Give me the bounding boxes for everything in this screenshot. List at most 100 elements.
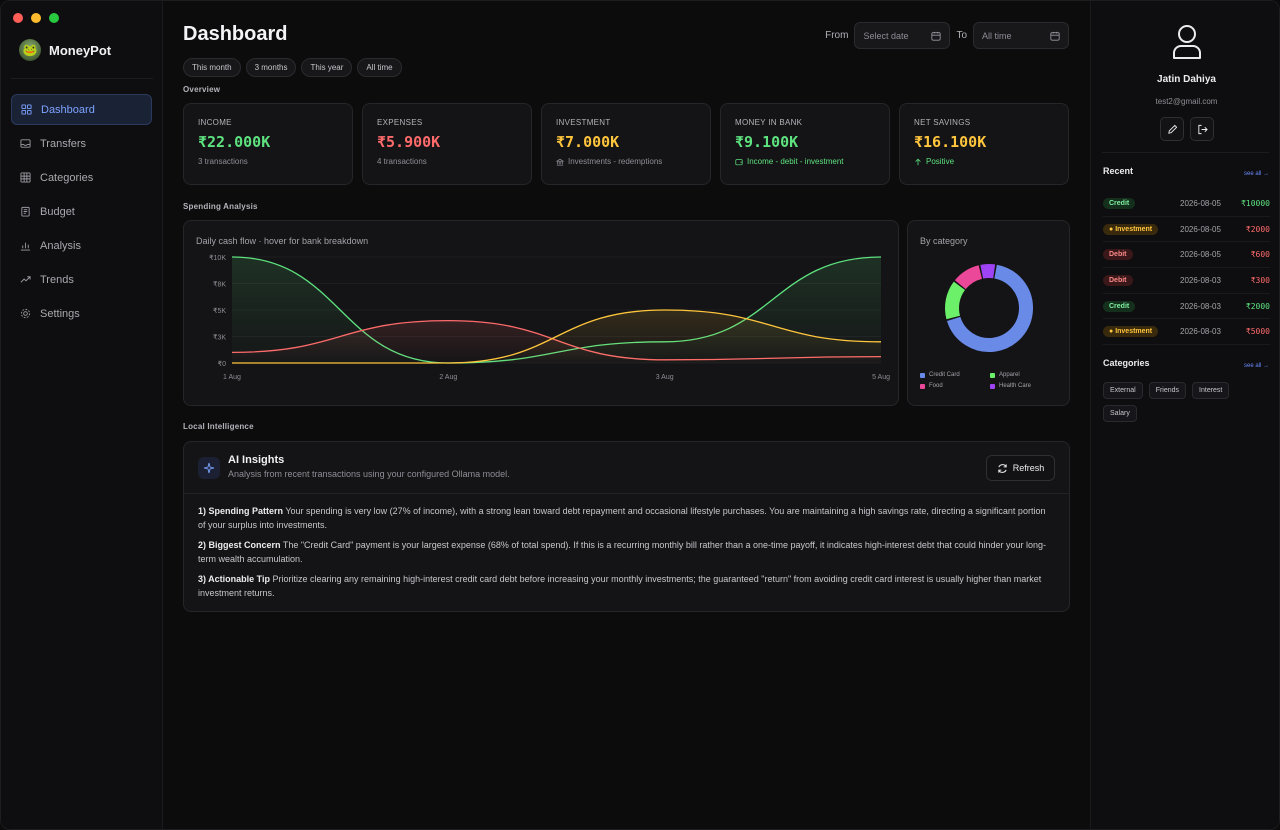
category-tag[interactable]: Friends <box>1148 382 1187 399</box>
insight-paragraph: 3) Actionable Tip Prioritize clearing an… <box>198 572 1055 600</box>
donut-chart-svg <box>945 264 1033 352</box>
sidebar-item-analysis[interactable]: Analysis <box>11 230 152 261</box>
donut-slice[interactable] <box>954 265 983 290</box>
from-label: From <box>825 30 849 41</box>
close-window-button[interactable] <box>13 13 23 23</box>
stat-value: ₹9.100K <box>735 133 799 151</box>
transaction-date: 2026-08-05 <box>1180 224 1221 234</box>
insight-text: Your spending is very low (27% of income… <box>198 506 1046 530</box>
overview-cards: INCOME ₹22.000K 3 transactions EXPENSES … <box>183 103 1069 185</box>
range-pill[interactable]: 3 months <box>245 58 297 77</box>
from-date-placeholder: Select date <box>863 30 909 41</box>
donut-slice[interactable] <box>945 281 966 320</box>
insight-text: The "Credit Card" payment is your larges… <box>198 540 1046 564</box>
stat-card-net-savings: NET SAVINGS ₹16.100K Positive <box>899 103 1069 185</box>
y-tick-label: ₹0 <box>218 360 226 368</box>
line-chart-svg: ₹0 ₹3K ₹5K ₹8K ₹10K 1 Aug 2 Aug 3 Aug 5 Aug <box>209 254 890 381</box>
sidebar-item-label: Analysis <box>40 239 81 252</box>
user-name: Jatin Dahiya <box>1157 74 1216 85</box>
transaction-row[interactable]: Credit 2026-08-05 ₹10000 <box>1103 191 1270 217</box>
refresh-button[interactable]: Refresh <box>986 455 1055 481</box>
ai-insights-title: AI Insights <box>228 454 285 466</box>
donut-slice[interactable] <box>946 264 1033 352</box>
legend-item: Food <box>920 383 990 389</box>
category-tag[interactable]: Salary <box>1103 405 1137 422</box>
category-chart[interactable]: By category Credit Card Apparel Food Health… <box>907 220 1070 406</box>
sidebar-item-settings[interactable]: Settings <box>11 298 152 329</box>
transaction-type-badge: Debit <box>1103 249 1133 261</box>
categories-title: Categories <box>1103 358 1150 368</box>
bar-chart-icon <box>20 242 31 251</box>
transaction-row[interactable]: Debit 2026-08-03 ₹300 <box>1103 268 1270 294</box>
stat-label: MONEY IN BANK <box>735 118 803 127</box>
stat-card-expenses: EXPENSES ₹5.900K 4 transactions <box>362 103 532 185</box>
legend-item: Health Care <box>990 383 1060 389</box>
clipboard-icon <box>21 206 30 217</box>
transaction-row[interactable]: Credit 2026-08-03 ₹2000 <box>1103 294 1270 320</box>
category-tag[interactable]: Interest <box>1192 382 1230 399</box>
stat-label: INVESTMENT <box>556 118 611 127</box>
category-tags: External Friends Interest Salary <box>1103 382 1253 422</box>
profile-panel: Jatin Dahiya test2@gmail.com Recent see … <box>1090 1 1279 829</box>
transaction-type: Investment <box>1115 225 1153 233</box>
range-pill[interactable]: This year <box>301 58 353 77</box>
range-pill[interactable]: All time <box>357 58 402 77</box>
sparkle-icon <box>198 457 220 479</box>
maximize-window-button[interactable] <box>49 13 59 23</box>
x-tick-label: 2 Aug <box>439 374 457 381</box>
insight-text: Prioritize clearing any remaining high-i… <box>198 574 1042 598</box>
stat-card-investment: INVESTMENT ₹7.000K Investments - redempt… <box>541 103 711 185</box>
legend-label: Apparel <box>999 372 1020 378</box>
recent-title: Recent <box>1103 166 1134 176</box>
logout-button[interactable] <box>1190 117 1214 141</box>
insight-heading: 3) Actionable Tip <box>198 574 271 584</box>
grid-icon <box>21 104 32 115</box>
overview-label: Overview <box>183 85 221 94</box>
sidebar-item-categories[interactable]: Categories <box>11 162 152 193</box>
to-date-input[interactable]: All time <box>973 22 1069 49</box>
wallet-icon <box>735 158 743 165</box>
legend-item: Apparel <box>990 372 1060 378</box>
sidebar-item-label: Settings <box>40 307 80 320</box>
ai-insights-subtitle: Analysis from recent transactions using … <box>228 469 510 479</box>
insight-heading: 1) Spending Pattern <box>198 506 284 516</box>
cash-flow-chart[interactable]: Daily cash flow · hover for bank breakdo… <box>183 220 899 406</box>
range-pills: This month 3 months This year All time <box>183 58 402 77</box>
stat-subtext: Investments - redemptions <box>556 157 696 166</box>
sidebar-item-budget[interactable]: Budget <box>11 196 152 227</box>
sidebar-item-dashboard[interactable]: Dashboard <box>11 94 152 125</box>
divider <box>11 78 153 79</box>
transaction-date: 2026-08-03 <box>1180 275 1221 285</box>
transaction-amount: ₹600 <box>1250 250 1270 260</box>
legend-swatch <box>990 372 995 378</box>
bank-icon <box>556 158 564 166</box>
stat-value: ₹22.000K <box>198 133 271 151</box>
sidebar-item-transfers[interactable]: Transfers <box>11 128 152 159</box>
user-avatar-icon <box>1173 25 1201 59</box>
ai-insights-body: 1) Spending Pattern Your spending is ver… <box>184 494 1069 616</box>
from-date-input[interactable]: Select date <box>854 22 951 49</box>
donut-slice[interactable] <box>980 264 996 279</box>
insight-heading: 2) Biggest Concern <box>198 540 281 550</box>
sidebar-item-label: Dashboard <box>41 103 95 116</box>
minimize-window-button[interactable] <box>31 13 41 23</box>
transaction-row[interactable]: Debit 2026-08-05 ₹600 <box>1103 242 1270 269</box>
transaction-row[interactable]: ● Investment 2026-08-03 ₹5000 <box>1103 319 1270 346</box>
pencil-icon <box>1167 124 1177 134</box>
category-tag[interactable]: External <box>1103 382 1143 399</box>
sidebar-item-trends[interactable]: Trends <box>11 264 152 295</box>
legend-label: Credit Card <box>929 372 960 378</box>
stat-card-income: INCOME ₹22.000K 3 transactions <box>183 103 353 185</box>
edit-profile-button[interactable] <box>1160 117 1184 141</box>
sidebar-item-label: Categories <box>40 171 94 184</box>
recent-transactions: Credit 2026-08-05 ₹10000 ● Investment 20… <box>1103 191 1270 346</box>
legend-label: Food <box>929 383 943 389</box>
stat-label: EXPENSES <box>377 118 423 127</box>
range-pill[interactable]: This month <box>183 58 241 77</box>
recent-see-all-link[interactable]: see all → <box>1243 171 1269 177</box>
legend-item: Credit Card <box>920 372 990 378</box>
transaction-amount: ₹10000 <box>1241 198 1270 208</box>
transaction-row[interactable]: ● Investment 2026-08-05 ₹2000 <box>1103 217 1270 243</box>
categories-see-all-link[interactable]: see all → <box>1243 363 1269 369</box>
